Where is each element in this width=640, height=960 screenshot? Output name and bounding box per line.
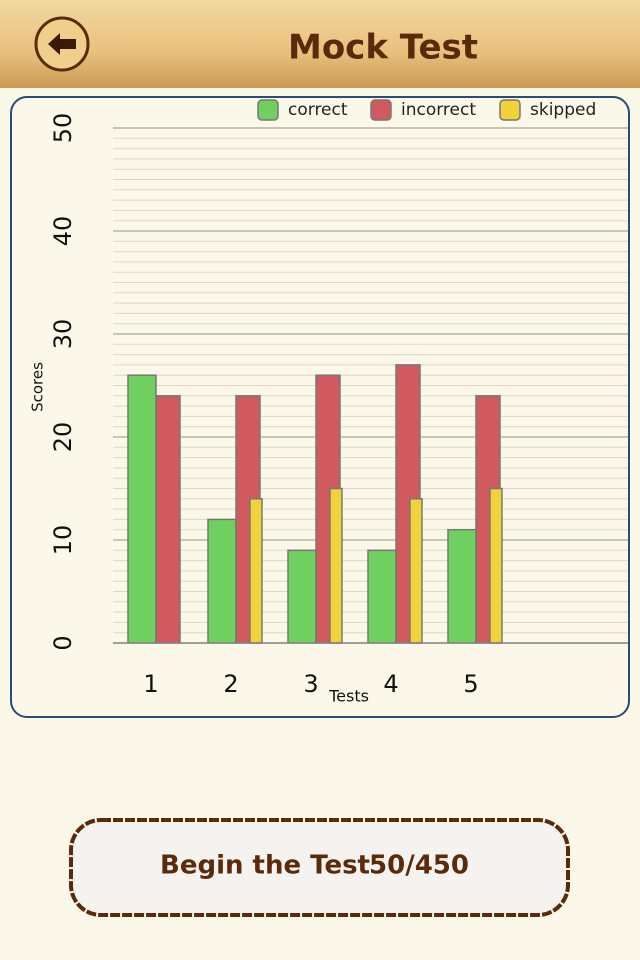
bar	[155, 395, 181, 644]
x-tick-label: 2	[223, 670, 238, 698]
button-count[interactable]: 50/450	[369, 851, 469, 881]
begin-button[interactable]	[69, 818, 570, 917]
bar	[329, 487, 343, 644]
y-tick-label: 20	[49, 422, 77, 453]
legend-swatch	[257, 99, 279, 121]
bar	[207, 518, 237, 644]
bar	[127, 374, 157, 644]
x-tick-label: 3	[303, 670, 318, 698]
legend-swatch	[370, 99, 392, 121]
bar	[249, 498, 263, 644]
legend-label: correct	[288, 100, 348, 120]
y-tick-label: 0	[49, 635, 77, 650]
bar	[367, 549, 397, 644]
header-title: Mock Test	[288, 28, 478, 68]
x-tick-label: 5	[463, 670, 478, 698]
x-tick-label: 1	[143, 670, 158, 698]
y-tick-label: 50	[49, 113, 77, 144]
bar	[447, 528, 477, 644]
chart: 0 10 20 30 40 50 Scores Tests 1 2 3 4 5 correct incorr…	[29, 99, 628, 706]
legend-label: skipped	[530, 100, 596, 120]
x-tick-label: 4	[383, 670, 398, 698]
y-tick-label: 10	[49, 525, 77, 556]
x-axis-label: Tests	[328, 687, 369, 706]
header-bar	[0, 0, 640, 88]
y-axis-label: Scores	[29, 362, 47, 412]
button-label[interactable]: Begin the Test	[160, 851, 370, 881]
y-tick-label: 30	[49, 319, 77, 350]
y-tick-label: 40	[49, 216, 77, 247]
legend-swatch	[499, 99, 521, 121]
bar	[489, 487, 503, 644]
legend-label: incorrect	[401, 100, 476, 120]
back-button[interactable]	[34, 16, 90, 72]
bar	[287, 549, 317, 644]
bar	[409, 498, 423, 644]
